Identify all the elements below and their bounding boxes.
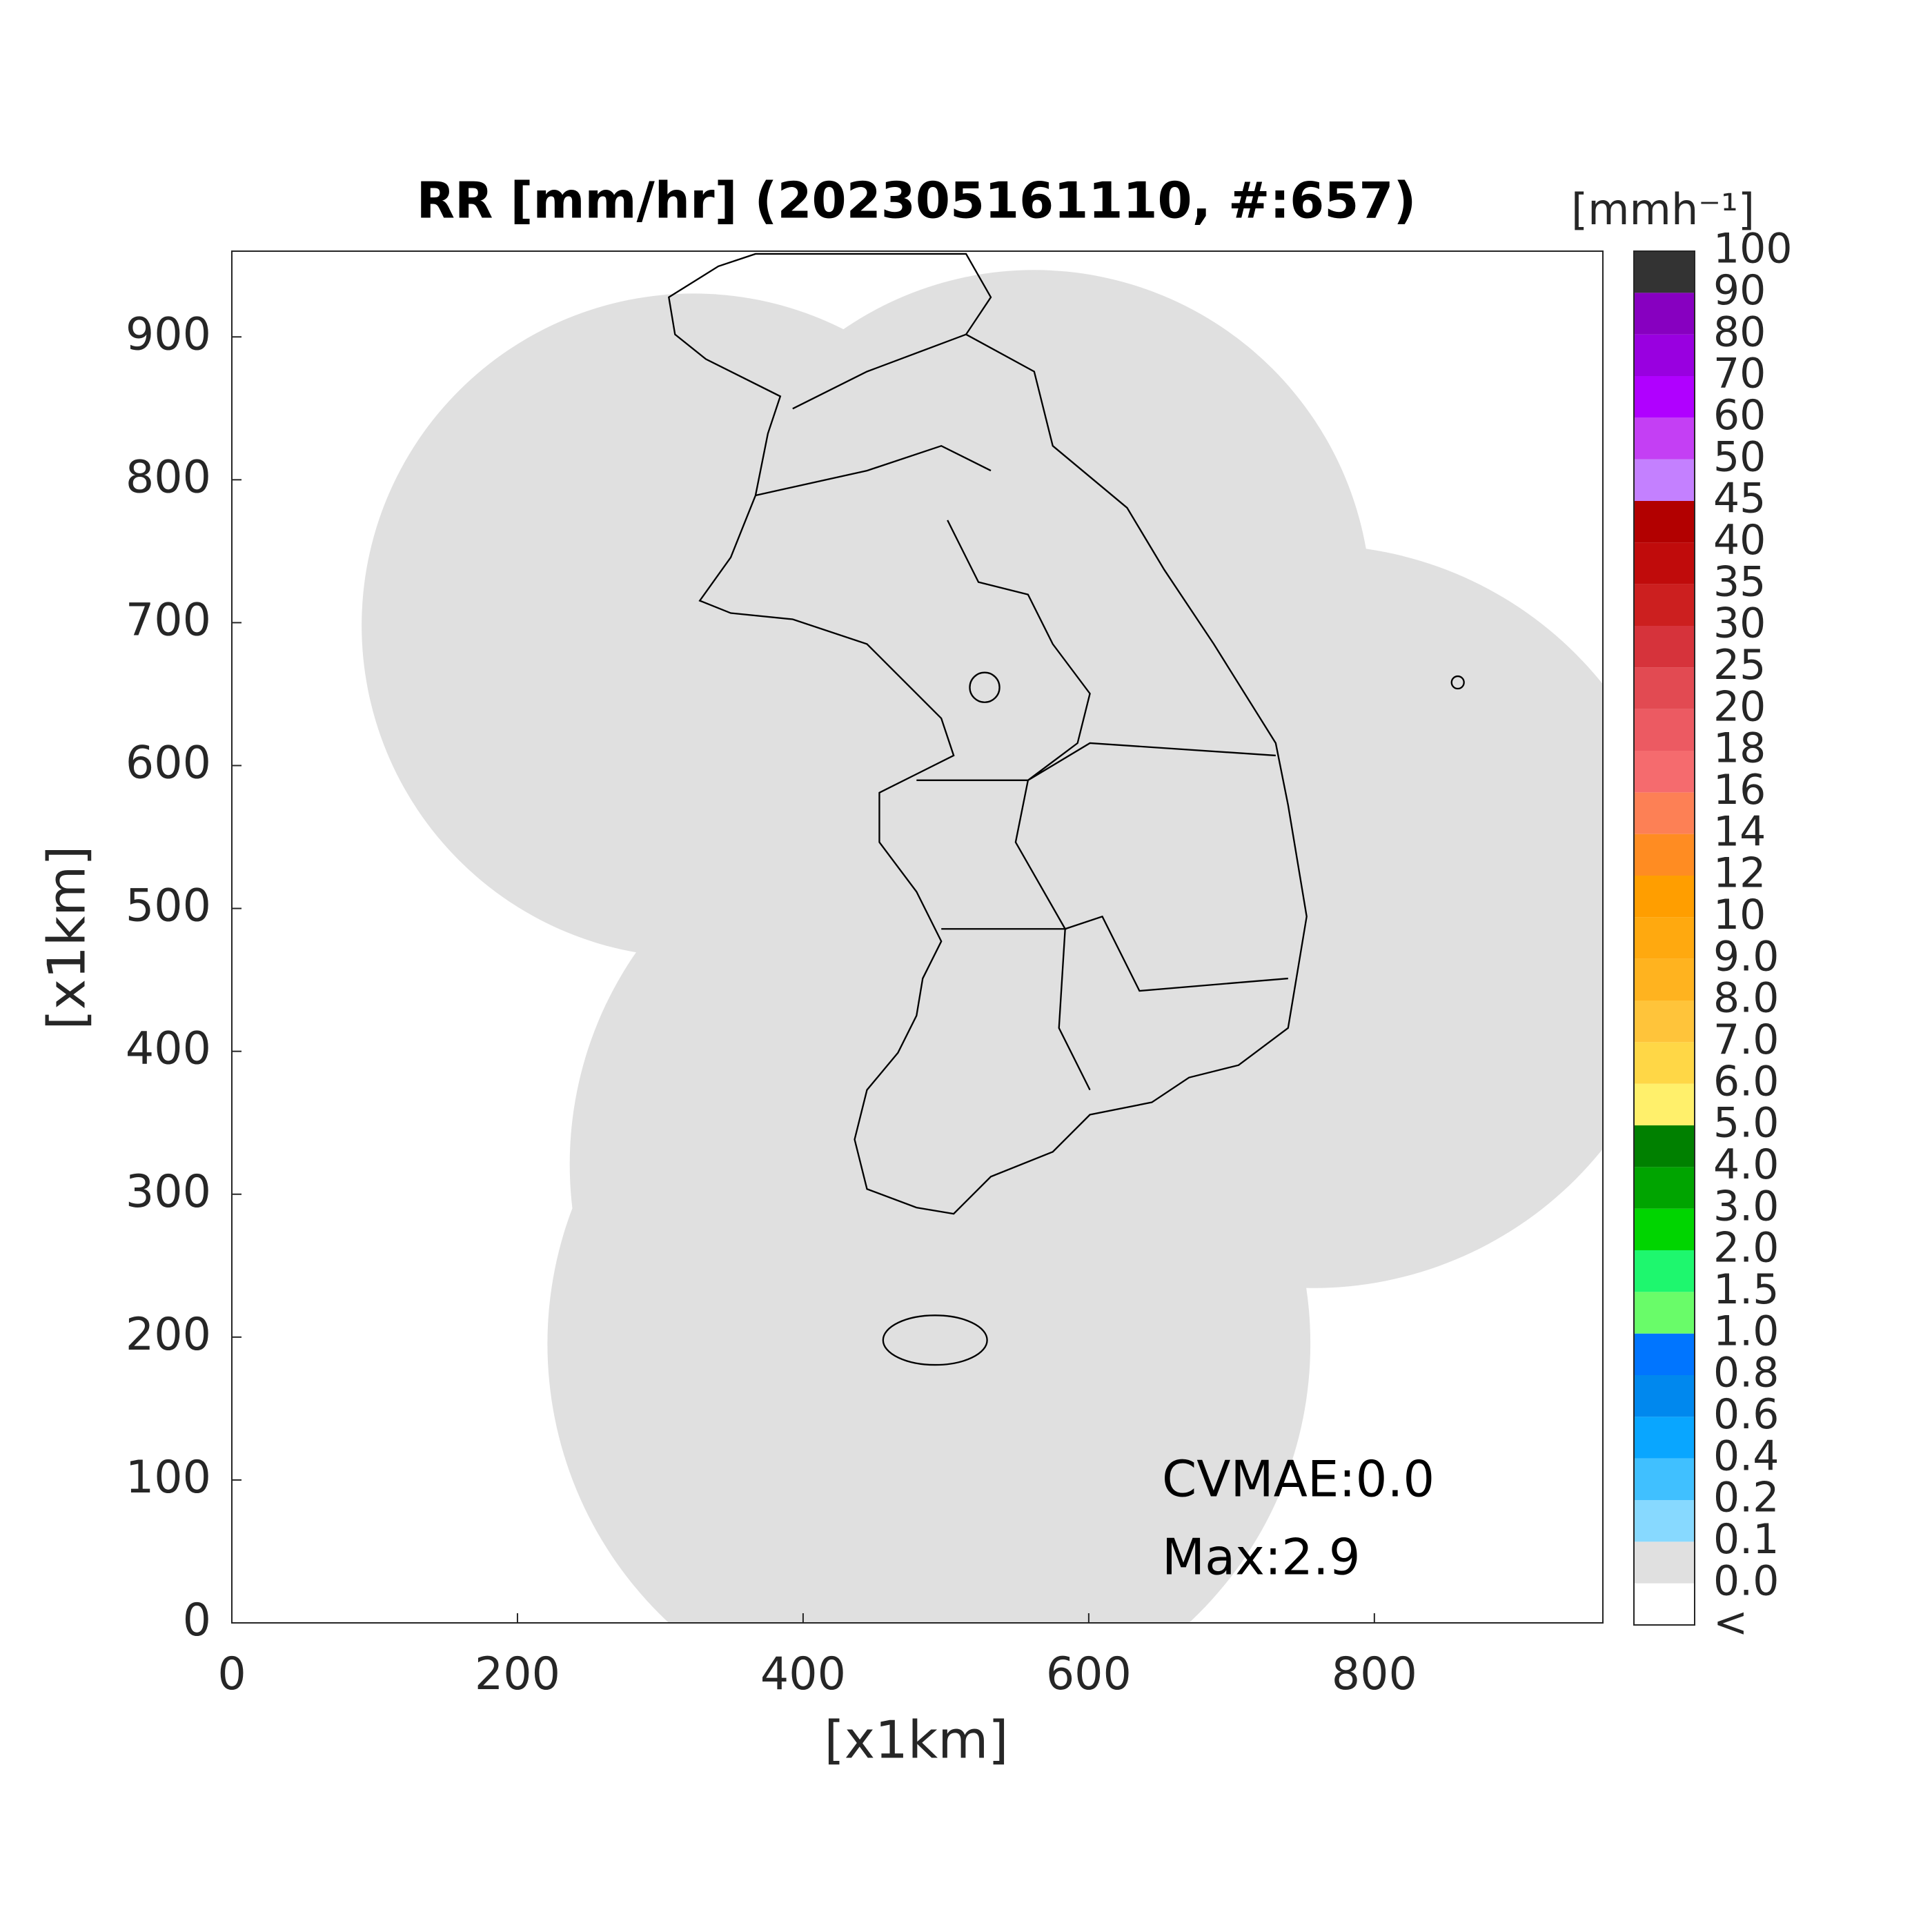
colorbar-box	[1634, 1250, 1695, 1292]
colorbar-tick-label: 2.0	[1713, 1224, 1779, 1272]
x-axis-label: [x1km]	[824, 1710, 1008, 1771]
colorbar-tick-label: 12	[1713, 849, 1766, 898]
colorbar-tick-label: <	[1713, 1599, 1748, 1647]
colorbar-box	[1634, 542, 1695, 584]
colorbar-tick-label: 10	[1713, 891, 1766, 939]
colorbar-box	[1634, 626, 1695, 668]
x-tick-label: 600	[1046, 1648, 1132, 1700]
colorbar-box	[1634, 1167, 1695, 1209]
colorbar-tick-label: 5.0	[1713, 1099, 1779, 1147]
colorbar-box	[1634, 459, 1695, 501]
y-axis-label: [x1km]	[37, 845, 97, 1029]
colorbar-tick-label: 16	[1713, 766, 1766, 814]
colorbar-box	[1634, 667, 1695, 709]
y-tick-label: 100	[126, 1452, 211, 1504]
y-tick-label: 700	[126, 594, 211, 646]
colorbar-tick-label: 9.0	[1713, 932, 1779, 980]
colorbar-box	[1634, 876, 1695, 918]
colorbar-tick-label: 7.0	[1713, 1016, 1779, 1064]
colorbar-tick-label: 0.8	[1713, 1349, 1779, 1397]
colorbar-box	[1634, 1125, 1695, 1167]
colorbar-tick-label: 90	[1713, 266, 1766, 315]
colorbar-tick-label: 0.0	[1713, 1557, 1779, 1605]
y-tick-label: 800	[126, 451, 211, 503]
colorbar-box	[1634, 1417, 1695, 1459]
colorbar-tick-label: 14	[1713, 807, 1766, 856]
colorbar-tick-label: 8.0	[1713, 974, 1779, 1023]
colorbar-tick-label: 35	[1713, 558, 1766, 606]
colorbar-tick-label: 0.4	[1713, 1432, 1779, 1480]
colorbar-box	[1634, 1208, 1695, 1250]
y-tick-label: 400	[126, 1023, 211, 1075]
colorbar-box	[1634, 1583, 1695, 1625]
colorbar-box	[1634, 584, 1695, 626]
x-tick-label: 200	[475, 1648, 560, 1700]
colorbar-box	[1634, 1458, 1695, 1500]
colorbar-box	[1634, 751, 1695, 793]
colorbar-tick-label: 18	[1713, 724, 1766, 773]
colorbar-tick-label: 70	[1713, 350, 1766, 398]
colorbar-box	[1634, 917, 1695, 959]
colorbar-tick-label: 1.0	[1713, 1307, 1779, 1355]
map-area	[362, 253, 1603, 1623]
colorbar-box	[1634, 792, 1695, 834]
colorbar-box	[1634, 293, 1695, 335]
coastline	[668, 253, 1465, 1366]
colorbar-tick-label: 20	[1713, 682, 1766, 731]
y-tick-label: 900	[126, 308, 211, 360]
colorbar-tick-label: 6.0	[1713, 1057, 1779, 1105]
x-tick-label: 800	[1332, 1648, 1417, 1700]
colorbar-box	[1634, 1292, 1695, 1334]
colorbar-box	[1634, 1083, 1695, 1125]
radar-coverage	[362, 270, 1603, 1623]
axes-frame	[231, 250, 1604, 1624]
annotation: Max:2.9	[1162, 1528, 1361, 1586]
colorbar-box	[1634, 1375, 1695, 1417]
colorbar-box	[1634, 709, 1695, 751]
colorbar-tick-label: 1.5	[1713, 1265, 1779, 1314]
colorbar-label: [mmh⁻¹]	[1571, 184, 1755, 235]
colorbar-tick-label: 0.6	[1713, 1390, 1779, 1439]
chart-title: RR [mm/hr] (202305161110, #:657)	[417, 172, 1417, 230]
colorbar-tick-label: 40	[1713, 516, 1766, 564]
colorbar-tick-label: 45	[1713, 475, 1766, 523]
annotation: CVMAE:0.0	[1162, 1450, 1435, 1508]
colorbar-box	[1634, 958, 1695, 1000]
colorbar-tick-label: 60	[1713, 391, 1766, 440]
colorbar-tick-label: 50	[1713, 433, 1766, 481]
colorbar-tick-label: 80	[1713, 308, 1766, 356]
x-tick-label: 0	[217, 1648, 246, 1700]
colorbar-box	[1634, 376, 1695, 418]
colorbar-tick-label: 30	[1713, 600, 1766, 648]
y-tick-label: 200	[126, 1309, 211, 1361]
y-tick-label: 500	[126, 880, 211, 932]
colorbar-box	[1634, 334, 1695, 376]
colorbar-box	[1634, 1500, 1695, 1542]
x-tick-label: 400	[760, 1648, 846, 1700]
colorbar-tick-label: 25	[1713, 641, 1766, 689]
colorbar-tick-label: 4.0	[1713, 1141, 1779, 1189]
colorbar-frame	[1633, 250, 1695, 1626]
colorbar-tick-label: 3.0	[1713, 1182, 1779, 1230]
colorbar-box	[1634, 1042, 1695, 1084]
y-tick-label: 600	[126, 738, 211, 789]
colorbar-tick-label: 0.1	[1713, 1515, 1779, 1564]
colorbar-box	[1634, 1541, 1695, 1584]
y-tick-label: 300	[126, 1166, 211, 1218]
colorbar-box	[1634, 834, 1695, 876]
colorbar-tick-label: 0.2	[1713, 1474, 1779, 1522]
colorbar-box	[1634, 501, 1695, 543]
colorbar-box	[1634, 251, 1695, 293]
colorbar-box	[1634, 417, 1695, 460]
colorbar-box	[1634, 1333, 1695, 1375]
colorbar-box	[1634, 1000, 1695, 1043]
y-tick-label: 0	[183, 1595, 211, 1646]
colorbar-tick-label: 100	[1713, 225, 1793, 273]
